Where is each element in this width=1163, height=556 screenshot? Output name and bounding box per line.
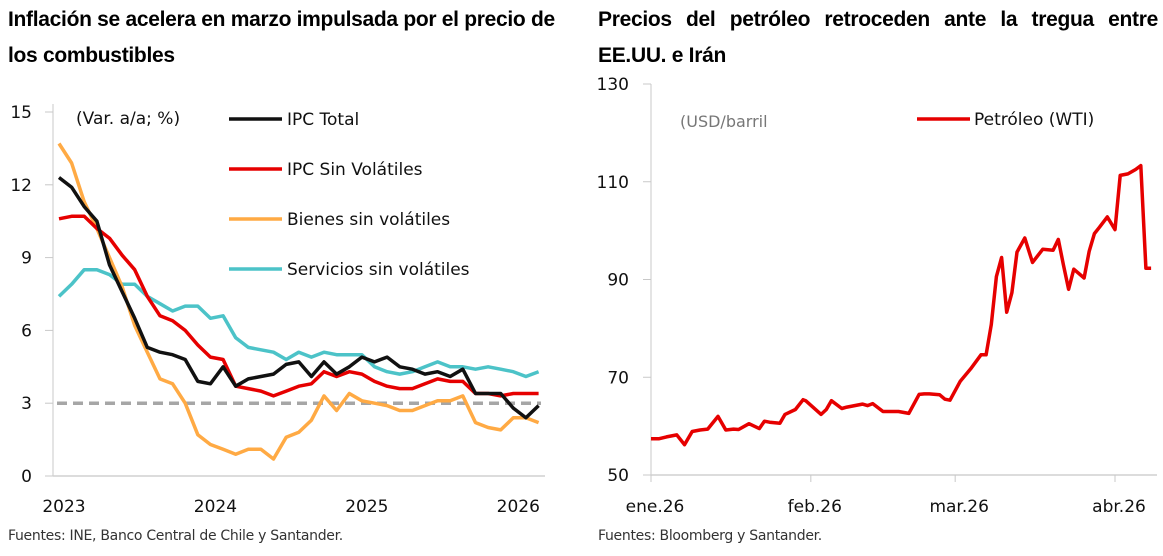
source-note-inflation: Fuentes: INE, Banco Central de Chile y S… [8,528,343,544]
legend-label: Bienes sin volátiles [287,210,450,230]
oil-chart: 50 70 90 110 130 ene.26 feb.26 mar.26 abr.26 (U… [597,75,1157,517]
series-line-ipc-total [57,176,540,420]
series-line-servicios-sin-vol-tiles [57,267,540,379]
oil-axes [650,84,1157,481]
legend-label: IPC Sin Volátiles [287,160,423,180]
y-tick-label: 15 [10,103,32,123]
x-tick-label: ene.26 [626,497,685,517]
series-line-bienes-sin-vol-tiles [57,142,540,461]
chart-title-oil: Precios del petróleo retroceden ante la … [598,8,1158,67]
x-tick-label: 2025 [345,497,388,517]
inflation-unit-label: (Var. a/a; %) [76,109,180,129]
source-note-oil: Fuentes: Bloomberg y Santander. [598,528,822,544]
y-tick-label: 6 [21,321,32,341]
inflation-x-tick-labels: 2023 2024 2025 2026 [42,497,540,517]
x-tick-label: feb.26 [788,497,842,517]
series-line-ipc-sin-vol-tiles [58,214,539,398]
legend-label: IPC Total [287,110,359,130]
y-tick-label: 0 [21,467,32,487]
legend-item: Bienes sin volátiles [229,210,450,230]
legend-label: Petróleo (WTI) [974,110,1094,130]
legend-item: IPC Total [229,110,359,130]
legend-item: IPC Sin Volátiles [229,160,423,180]
legend-label: Servicios sin volátiles [287,260,470,280]
oil-x-tick-labels: ene.26 feb.26 mar.26 abr.26 [626,475,1146,517]
inflation-y-tick-labels: 0 3 6 9 12 15 [10,103,53,487]
y-tick-label: 50 [607,466,629,486]
inflation-series [57,142,540,461]
series-line-petroleo-wti [651,163,1152,447]
y-tick-label: 12 [10,176,32,196]
legend-item: Servicios sin volátiles [229,260,470,280]
x-tick-label: 2026 [497,497,540,517]
legend-item: Petróleo (WTI) [917,110,1094,130]
oil-unit-label: (USD/barril [680,112,768,131]
y-tick-label: 110 [597,173,629,193]
oil-y-tick-labels: 50 70 90 110 130 [597,75,651,486]
oil-legend: Petróleo (WTI) [917,110,1094,130]
oil-series [651,163,1152,447]
inflation-legend: IPC Total IPC Sin Volátiles Bienes sin vol… [229,110,470,280]
y-tick-label: 90 [607,271,629,291]
x-tick-label: mar.26 [929,497,988,517]
x-tick-label: 2024 [194,497,237,517]
x-tick-label: 2023 [42,497,85,517]
y-tick-label: 130 [597,75,629,95]
inflation-axes [52,104,545,477]
chart-title-inflation: Inflación se acelera en marzo impulsada … [8,8,555,67]
y-tick-label: 9 [21,249,32,269]
y-tick-label: 3 [21,394,32,414]
x-tick-label: abr.26 [1092,497,1146,517]
y-tick-label: 70 [607,368,629,388]
